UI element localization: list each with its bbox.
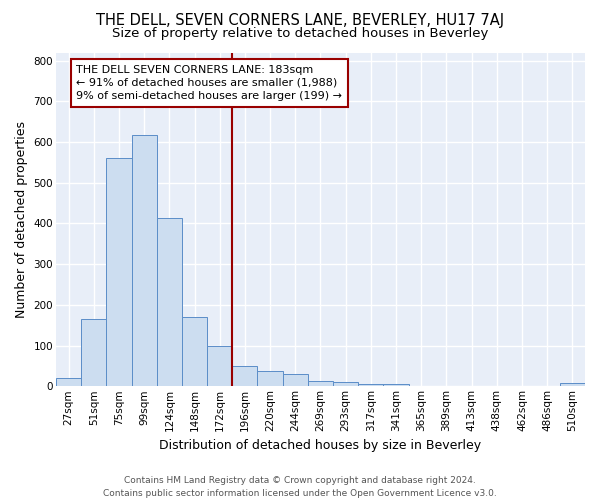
Text: THE DELL SEVEN CORNERS LANE: 183sqm
← 91% of detached houses are smaller (1,988): THE DELL SEVEN CORNERS LANE: 183sqm ← 91…	[76, 64, 342, 101]
Bar	[131, 134, 157, 386]
Bar	[81, 319, 106, 386]
X-axis label: Distribution of detached houses by size in Beverley: Distribution of detached houses by size …	[160, 440, 482, 452]
Text: Size of property relative to detached houses in Beverley: Size of property relative to detached ho…	[112, 28, 488, 40]
Bar	[257, 371, 283, 386]
Bar	[383, 384, 409, 386]
Bar	[358, 384, 383, 386]
Y-axis label: Number of detached properties: Number of detached properties	[15, 121, 28, 318]
Bar	[283, 374, 308, 386]
Bar	[182, 317, 207, 386]
Bar	[106, 158, 131, 386]
Bar	[207, 346, 232, 387]
Bar	[333, 382, 358, 386]
Bar	[157, 218, 182, 386]
Bar	[56, 378, 81, 386]
Bar	[232, 366, 257, 386]
Text: THE DELL, SEVEN CORNERS LANE, BEVERLEY, HU17 7AJ: THE DELL, SEVEN CORNERS LANE, BEVERLEY, …	[96, 12, 504, 28]
Text: Contains HM Land Registry data © Crown copyright and database right 2024.
Contai: Contains HM Land Registry data © Crown c…	[103, 476, 497, 498]
Bar	[560, 384, 585, 386]
Bar	[308, 381, 333, 386]
